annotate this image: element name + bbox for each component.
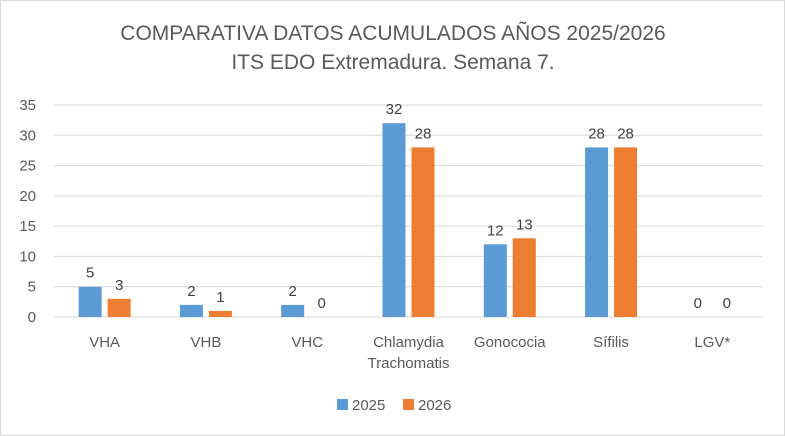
data-label: 13 bbox=[516, 216, 533, 233]
y-tick-label: 0 bbox=[28, 309, 36, 326]
bar-2025-5 bbox=[483, 244, 507, 317]
data-label: 0 bbox=[723, 295, 731, 312]
x-category-label: VHA bbox=[89, 334, 120, 351]
bar-2026-6 bbox=[614, 147, 638, 317]
x-category-label: Trachomatis bbox=[368, 355, 450, 372]
bar-2026-5 bbox=[512, 238, 536, 317]
data-label: 32 bbox=[386, 101, 403, 118]
y-tick-label: 25 bbox=[19, 158, 36, 175]
bar-2025-2 bbox=[179, 304, 203, 317]
data-label: 2 bbox=[187, 283, 195, 300]
y-tick-label: 20 bbox=[19, 188, 36, 205]
bar-2026-2 bbox=[208, 310, 232, 317]
x-category-label: VHB bbox=[191, 334, 222, 351]
y-tick-label: 10 bbox=[19, 248, 36, 265]
data-label: 1 bbox=[216, 289, 224, 306]
data-label: 0 bbox=[694, 295, 702, 312]
data-label: 5 bbox=[86, 265, 94, 282]
x-category-label: Gonococia bbox=[474, 334, 546, 351]
y-tick-label: 35 bbox=[19, 97, 36, 114]
bars bbox=[78, 123, 638, 318]
legend: 2025 2026 bbox=[337, 397, 451, 414]
gridlines bbox=[54, 104, 763, 318]
x-category-label: LGV* bbox=[694, 334, 730, 351]
chart-subtitle: ITS EDO Extremadura. Semana 7. bbox=[231, 51, 554, 74]
x-category-label: Chlamydia bbox=[373, 334, 445, 351]
x-axis-categories: VHA VHB VHC Chlamydia Trachomatis Gonococia Sí… bbox=[89, 334, 730, 372]
bar-2025-3 bbox=[281, 304, 305, 317]
x-category-label: VHC bbox=[291, 334, 323, 351]
bar-2026-4 bbox=[411, 147, 435, 317]
bar-2025-1 bbox=[78, 286, 102, 317]
legend-label: 2025 bbox=[352, 397, 385, 414]
data-label: 28 bbox=[415, 125, 432, 142]
data-label: 2 bbox=[289, 283, 297, 300]
bar-2026-1 bbox=[107, 298, 131, 317]
bar-2025-6 bbox=[585, 147, 609, 317]
y-tick-label: 30 bbox=[19, 127, 36, 144]
y-tick-label: 5 bbox=[28, 279, 36, 296]
legend-label: 2026 bbox=[418, 397, 451, 414]
chart-title: COMPARATIVA DATOS ACUMULADOS AÑOS 2025/2… bbox=[120, 21, 665, 45]
data-label: 3 bbox=[115, 277, 123, 294]
data-label: 12 bbox=[487, 222, 504, 239]
y-tick-label: 15 bbox=[19, 218, 36, 235]
legend-swatch-2025 bbox=[337, 399, 348, 410]
x-category-label: Sífilis bbox=[593, 334, 629, 351]
legend-swatch-2026 bbox=[403, 399, 414, 410]
data-label: 28 bbox=[588, 125, 605, 142]
data-label: 28 bbox=[617, 125, 634, 142]
y-axis-ticks: 0 5 10 15 20 25 30 35 bbox=[19, 97, 36, 326]
data-label: 0 bbox=[318, 295, 326, 312]
bar-2025-4 bbox=[382, 123, 406, 318]
